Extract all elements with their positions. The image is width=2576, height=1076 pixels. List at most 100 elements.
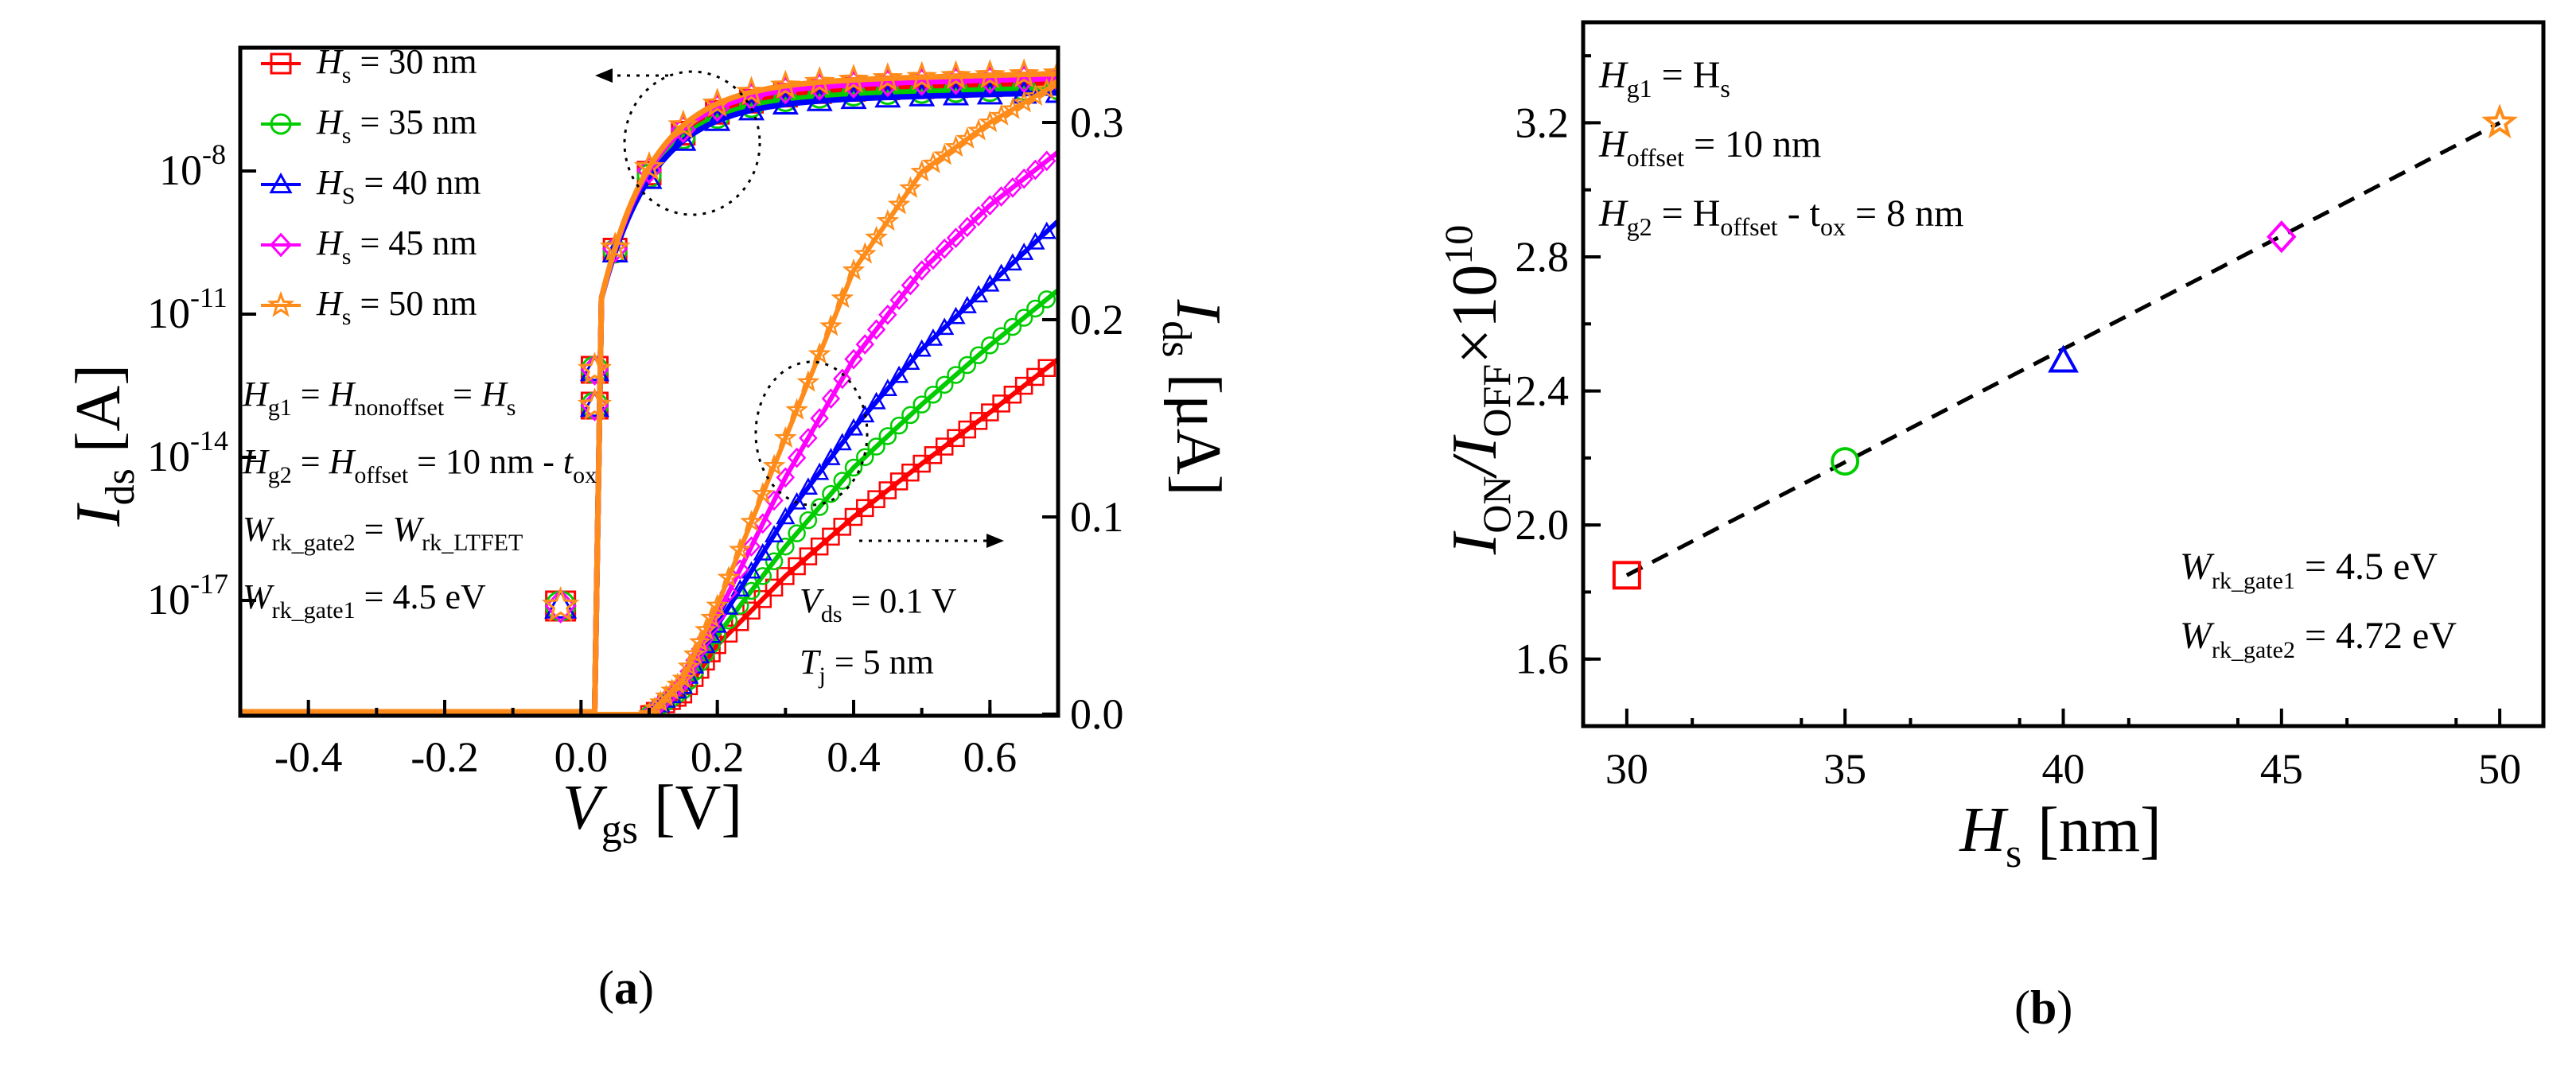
legend-item: HS = 40 nm [261,163,481,209]
series-marker [889,365,909,383]
series-marker [968,285,989,303]
panel-a: 10-8 10-11 10-14 10-17 0.0 0.1 0.2 0.3 -… [64,42,1233,853]
series-marker [700,605,723,628]
series-marker [660,678,683,701]
panel-b-y-axis-title: ION/IOFF×1010 [1436,225,1519,556]
series-marker [877,379,897,397]
series-marker [765,490,784,511]
data-point-30 [1612,561,1641,590]
legend-marker [270,113,292,135]
series-marker [753,542,772,561]
series-marker [874,84,901,108]
legend-item: Hs = 30 nm [261,42,477,88]
x-tick-label: 35 [1823,745,1866,793]
legend-marker [269,172,293,194]
panel-a-x-tick-labels: -0.4 -0.2 0.0 0.2 0.4 0.6 [274,733,1017,781]
series-marker [923,328,944,346]
x-tick-label: 30 [1605,745,1648,793]
series-marker [1037,359,1056,378]
panel-a-x-axis-title: Vgs [V] [562,773,742,853]
series-marker [648,689,672,713]
series-marker [889,416,909,435]
panel-a-plot-area [240,57,1058,716]
condition-vds: Vds = 0.1 V [800,581,957,627]
series-marker [772,91,799,115]
series-marker [799,547,818,565]
data-point-45 [2267,220,2297,254]
series-marker [702,87,733,117]
x-tick-label: -0.2 [411,733,478,781]
series-marker [765,578,784,597]
series-marker [704,107,731,131]
series-marker [541,585,580,623]
series-marker [655,684,678,706]
series-marker [1025,159,1045,181]
panel-a-left-axis-title: Ids [A] [64,364,143,527]
series-marker [1037,150,1056,172]
left-tick-label: 10-17 [147,568,228,623]
series-marker [844,458,863,477]
series-marker [667,109,699,139]
legend-marker [269,232,293,258]
series-marker [764,525,784,542]
left-tick-label: 10-11 [147,282,228,337]
series-marker [853,242,877,264]
series-marker [785,398,808,420]
series-marker [855,405,875,423]
series-marker [787,491,807,510]
series-marker [810,408,829,429]
series-marker [737,96,765,121]
series-marker [909,82,936,107]
series-marker [776,507,796,525]
series-marker [866,391,886,410]
series-marker [637,701,661,716]
x-tick-label: 50 [2478,745,2521,793]
series-marker [765,552,784,571]
y-tick-label: 1.6 [1516,635,1570,683]
panel-b-ticks [1582,54,2502,728]
condition-tj: Tj = 5 nm [800,643,934,689]
series-marker [683,642,706,664]
series-marker [762,453,786,476]
x-tick-label: 0.6 [963,733,1018,781]
series-marker [901,406,920,425]
series-marker [901,352,920,370]
panel-b-annotations: Hg1 = Hs Hoffset = 10 nm Hg2 = Hoffset -… [1598,54,2457,663]
series-marker [751,481,775,504]
condition-wrk-gate2: Wrk_gate2 = Wrk_LTFET [243,510,523,556]
left-tick-label: 10-14 [147,425,228,480]
right-tick-label: 0.1 [1070,493,1124,541]
series-marker [906,60,938,91]
legend-item: Hs = 35 nm [261,103,477,149]
panel-a-right-axis-title: Ids [μA] [1154,299,1233,496]
series-marker [833,472,851,490]
series-marker [969,346,988,364]
legend-label: Hs = 50 nm [316,284,477,330]
series-marker [992,327,1010,345]
series-marker [844,348,863,370]
series-marker [804,66,835,95]
condition-hg1: Hg1 = Hnonoffset = Hs [242,375,516,421]
panel-a-conditions: Hg1 = Hnonoffset = Hs Hg2 = Hoffset = 10… [242,375,957,689]
series-marker [688,630,712,652]
series-marker [1014,168,1033,189]
arrow-head-right [986,534,1004,548]
series-marker [887,192,911,215]
series-marker [878,427,897,445]
series-marker [742,581,761,600]
series-marker [666,672,689,694]
series-marker [742,601,761,620]
x-tick-label: 40 [2042,745,2085,793]
series-marker [980,274,1000,292]
series-marker [776,537,795,556]
series-marker [730,579,750,597]
series-marker [840,85,867,110]
series-marker [788,557,806,576]
series-marker [872,62,904,92]
panel-a-callouts [605,70,994,542]
series-marker [821,448,841,465]
series-marker [769,69,801,99]
panel-a-x-ticks [239,700,1060,716]
series-50-nm [240,57,1058,716]
series-marker [810,537,829,556]
